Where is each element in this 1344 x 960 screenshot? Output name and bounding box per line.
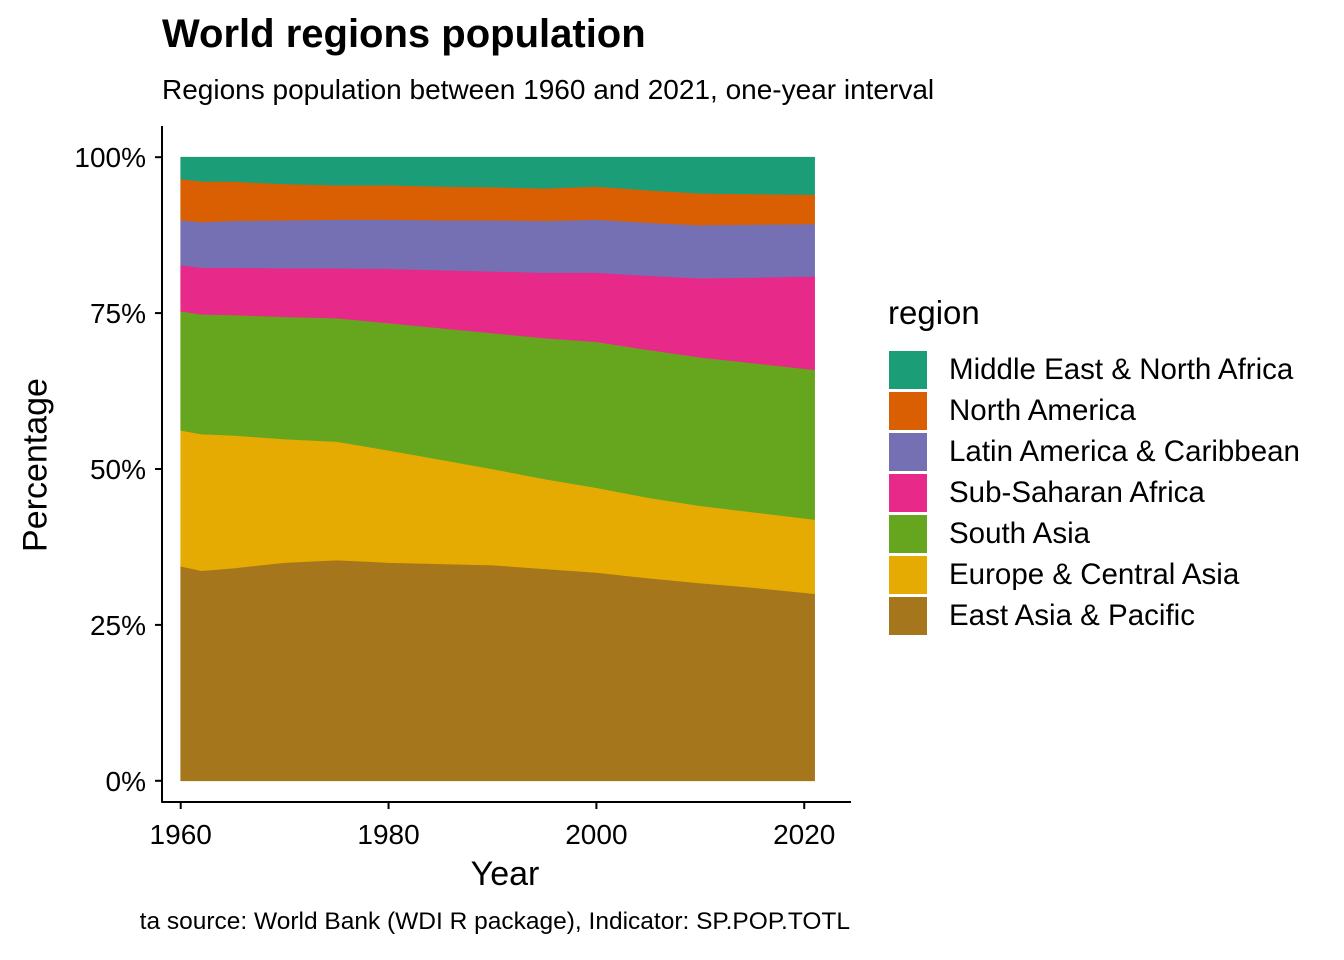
legend-item-europe-central-asia: Europe & Central Asia	[889, 556, 1239, 594]
legend-label: Sub-Saharan Africa	[949, 476, 1205, 509]
y-tick-label: 100%	[74, 142, 146, 173]
legend-key-east-asia-pacific	[889, 597, 927, 635]
legend-key-sub-saharan-africa	[889, 474, 927, 512]
legend-item-south-asia: South Asia	[889, 515, 1090, 553]
axes	[155, 126, 851, 809]
legend-item-latin-america-caribbean: Latin America & Caribbean	[889, 433, 1300, 471]
x-tick-label: 1980	[357, 819, 419, 850]
area-middle-east-north-africa	[180, 156, 815, 195]
chart-title: World regions population	[162, 12, 646, 56]
legend-item-sub-saharan-africa: Sub-Saharan Africa	[889, 474, 1205, 512]
legend-label: East Asia & Pacific	[949, 599, 1195, 632]
tick-labels: 0% 25% 50% 75% 100% 1960 1980 2000 2020	[74, 142, 835, 850]
legend-label: Middle East & North Africa	[949, 353, 1294, 386]
legend-key-europe-central-asia	[889, 556, 927, 594]
data-source-caption: ta source: World Bank (WDI R package), I…	[139, 908, 850, 935]
y-tick-label: 75%	[90, 298, 146, 329]
x-tick-label: 1960	[150, 819, 212, 850]
legend-key-south-asia	[889, 515, 927, 553]
area-east-asia-pacific	[180, 559, 815, 782]
legend-label: South Asia	[949, 517, 1091, 550]
legend-label: Latin America & Caribbean	[949, 435, 1300, 468]
y-tick-label: 50%	[90, 454, 146, 485]
legend-item-middle-east-north-africa: Middle East & North Africa	[889, 351, 1293, 389]
legend-item-east-asia-pacific: East Asia & Pacific	[889, 597, 1195, 635]
legend-title: region	[888, 294, 980, 331]
y-axis-label: Percentage	[16, 378, 55, 552]
area-layers	[180, 156, 815, 782]
legend-key-latin-america-caribbean	[889, 433, 927, 471]
x-tick-label: 2000	[565, 819, 627, 850]
legend-item-north-america: North America	[889, 392, 1136, 430]
x-tick-label: 2020	[773, 819, 835, 850]
chart-subtitle: Regions population between 1960 and 2021…	[162, 74, 935, 105]
y-tick-label: 25%	[90, 610, 146, 641]
legend-key-middle-east-north-africa	[889, 351, 927, 389]
legend-label: Europe & Central Asia	[949, 558, 1240, 591]
legend-key-north-america	[889, 392, 927, 430]
legend-label: North America	[949, 394, 1136, 427]
y-tick-label: 0%	[106, 766, 146, 797]
x-axis-label: Year	[470, 855, 540, 893]
